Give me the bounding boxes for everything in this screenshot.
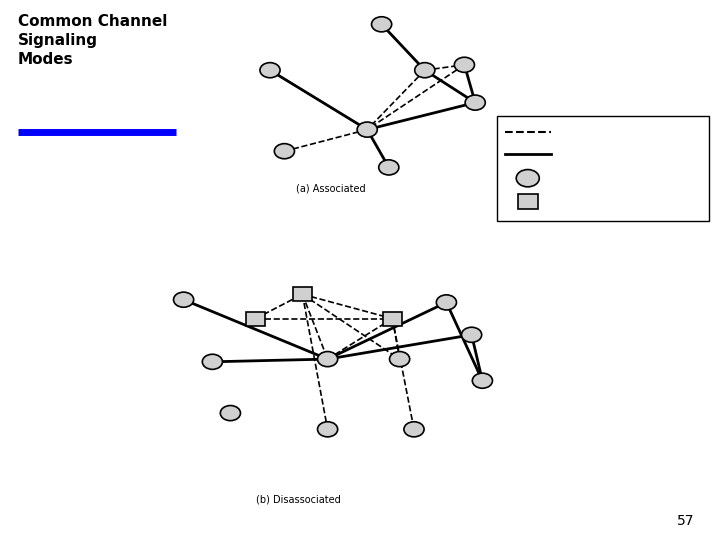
- Circle shape: [260, 63, 280, 78]
- Circle shape: [472, 373, 492, 388]
- Text: (a) Associated: (a) Associated: [297, 184, 366, 194]
- Text: Switching point (speech): Switching point (speech): [556, 174, 668, 183]
- Text: Common Channel
Signaling
Modes: Common Channel Signaling Modes: [18, 14, 167, 67]
- Bar: [497, 116, 709, 221]
- Text: 57: 57: [678, 514, 695, 528]
- Circle shape: [372, 17, 392, 32]
- Circle shape: [465, 95, 485, 110]
- Text: (b) Disassociated: (b) Disassociated: [256, 494, 341, 504]
- Circle shape: [516, 170, 539, 187]
- Circle shape: [357, 122, 377, 137]
- Text: Switching point
(signal transfer point): Switching point (signal transfer point): [556, 192, 654, 211]
- Bar: [246, 312, 265, 326]
- Text: Speech links: Speech links: [556, 150, 613, 158]
- Circle shape: [220, 406, 240, 421]
- Circle shape: [462, 327, 482, 342]
- Text: Signaling links: Signaling links: [556, 128, 621, 137]
- Circle shape: [318, 352, 338, 367]
- Circle shape: [415, 63, 435, 78]
- Bar: [293, 287, 312, 301]
- Circle shape: [318, 422, 338, 437]
- Circle shape: [436, 295, 456, 310]
- Bar: [383, 312, 402, 326]
- Circle shape: [274, 144, 294, 159]
- Circle shape: [404, 422, 424, 437]
- Bar: [518, 194, 538, 209]
- Circle shape: [202, 354, 222, 369]
- Circle shape: [390, 352, 410, 367]
- Circle shape: [174, 292, 194, 307]
- Circle shape: [379, 160, 399, 175]
- Circle shape: [454, 57, 474, 72]
